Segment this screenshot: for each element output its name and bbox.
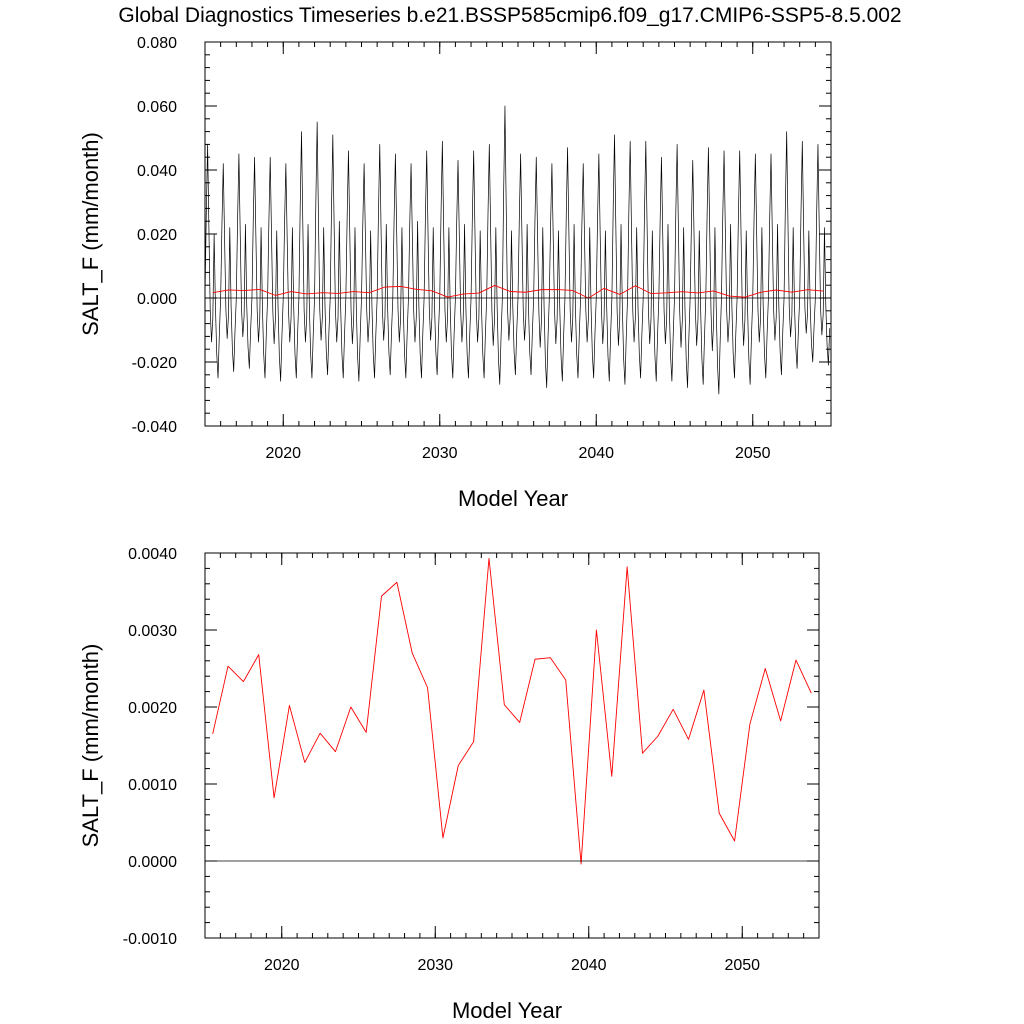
series-annual-line bbox=[212, 284, 824, 299]
plot-area bbox=[205, 105, 831, 395]
x-axis-label: Model Year bbox=[458, 486, 568, 511]
y-tick-label: 0.080 bbox=[137, 35, 177, 52]
x-tick-label: 2020 bbox=[264, 957, 300, 974]
x-tick-label: 2050 bbox=[724, 957, 760, 974]
x-tick-label: 2020 bbox=[265, 445, 301, 462]
y-tick-label: -0.040 bbox=[132, 419, 177, 436]
x-tick-label: 2030 bbox=[417, 957, 453, 974]
y-tick-label: 0.0010 bbox=[128, 777, 177, 794]
plot-frame bbox=[204, 41, 832, 427]
x-tick-label: 2030 bbox=[422, 445, 458, 462]
y-tick-label: 0.0040 bbox=[128, 546, 177, 563]
x-axis-label: Model Year bbox=[452, 998, 562, 1023]
plot-frame bbox=[204, 552, 820, 939]
y-tick-label: 0.060 bbox=[137, 99, 177, 116]
panel-monthly-and-annual: 2020 2030 2040 2050 -0.040 -0.020 0.000 0.020 0.… bbox=[78, 35, 832, 511]
x-tick-label: 2050 bbox=[735, 445, 771, 462]
plot-area bbox=[205, 557, 819, 865]
x-tick-label: 2040 bbox=[571, 957, 607, 974]
y-tick-label: 0.000 bbox=[137, 291, 177, 308]
y-tick-label: 0.0030 bbox=[128, 623, 177, 640]
y-axis-label: SALT_F (mm/month) bbox=[78, 644, 103, 848]
series-monthly-line bbox=[205, 105, 831, 395]
figure-title: Global Diagnostics Timeseries b.e21.BSSP… bbox=[118, 4, 901, 27]
y-tick-label: 0.040 bbox=[137, 163, 177, 180]
series-annual-line bbox=[212, 557, 812, 865]
x-tick-label: 2040 bbox=[578, 445, 614, 462]
y-tick-label: -0.020 bbox=[132, 355, 177, 372]
y-tick-label: 0.0020 bbox=[128, 700, 177, 717]
y-axis-label: SALT_F (mm/month) bbox=[78, 132, 103, 336]
panel-annual-mean: 2020 2030 2040 2050 -0.0010 0.0000 0.0010 0.002… bbox=[78, 546, 820, 1023]
y-tick-label: 0.0000 bbox=[128, 854, 177, 871]
y-tick-label: 0.020 bbox=[137, 227, 177, 244]
y-tick-label: -0.0010 bbox=[123, 931, 177, 948]
